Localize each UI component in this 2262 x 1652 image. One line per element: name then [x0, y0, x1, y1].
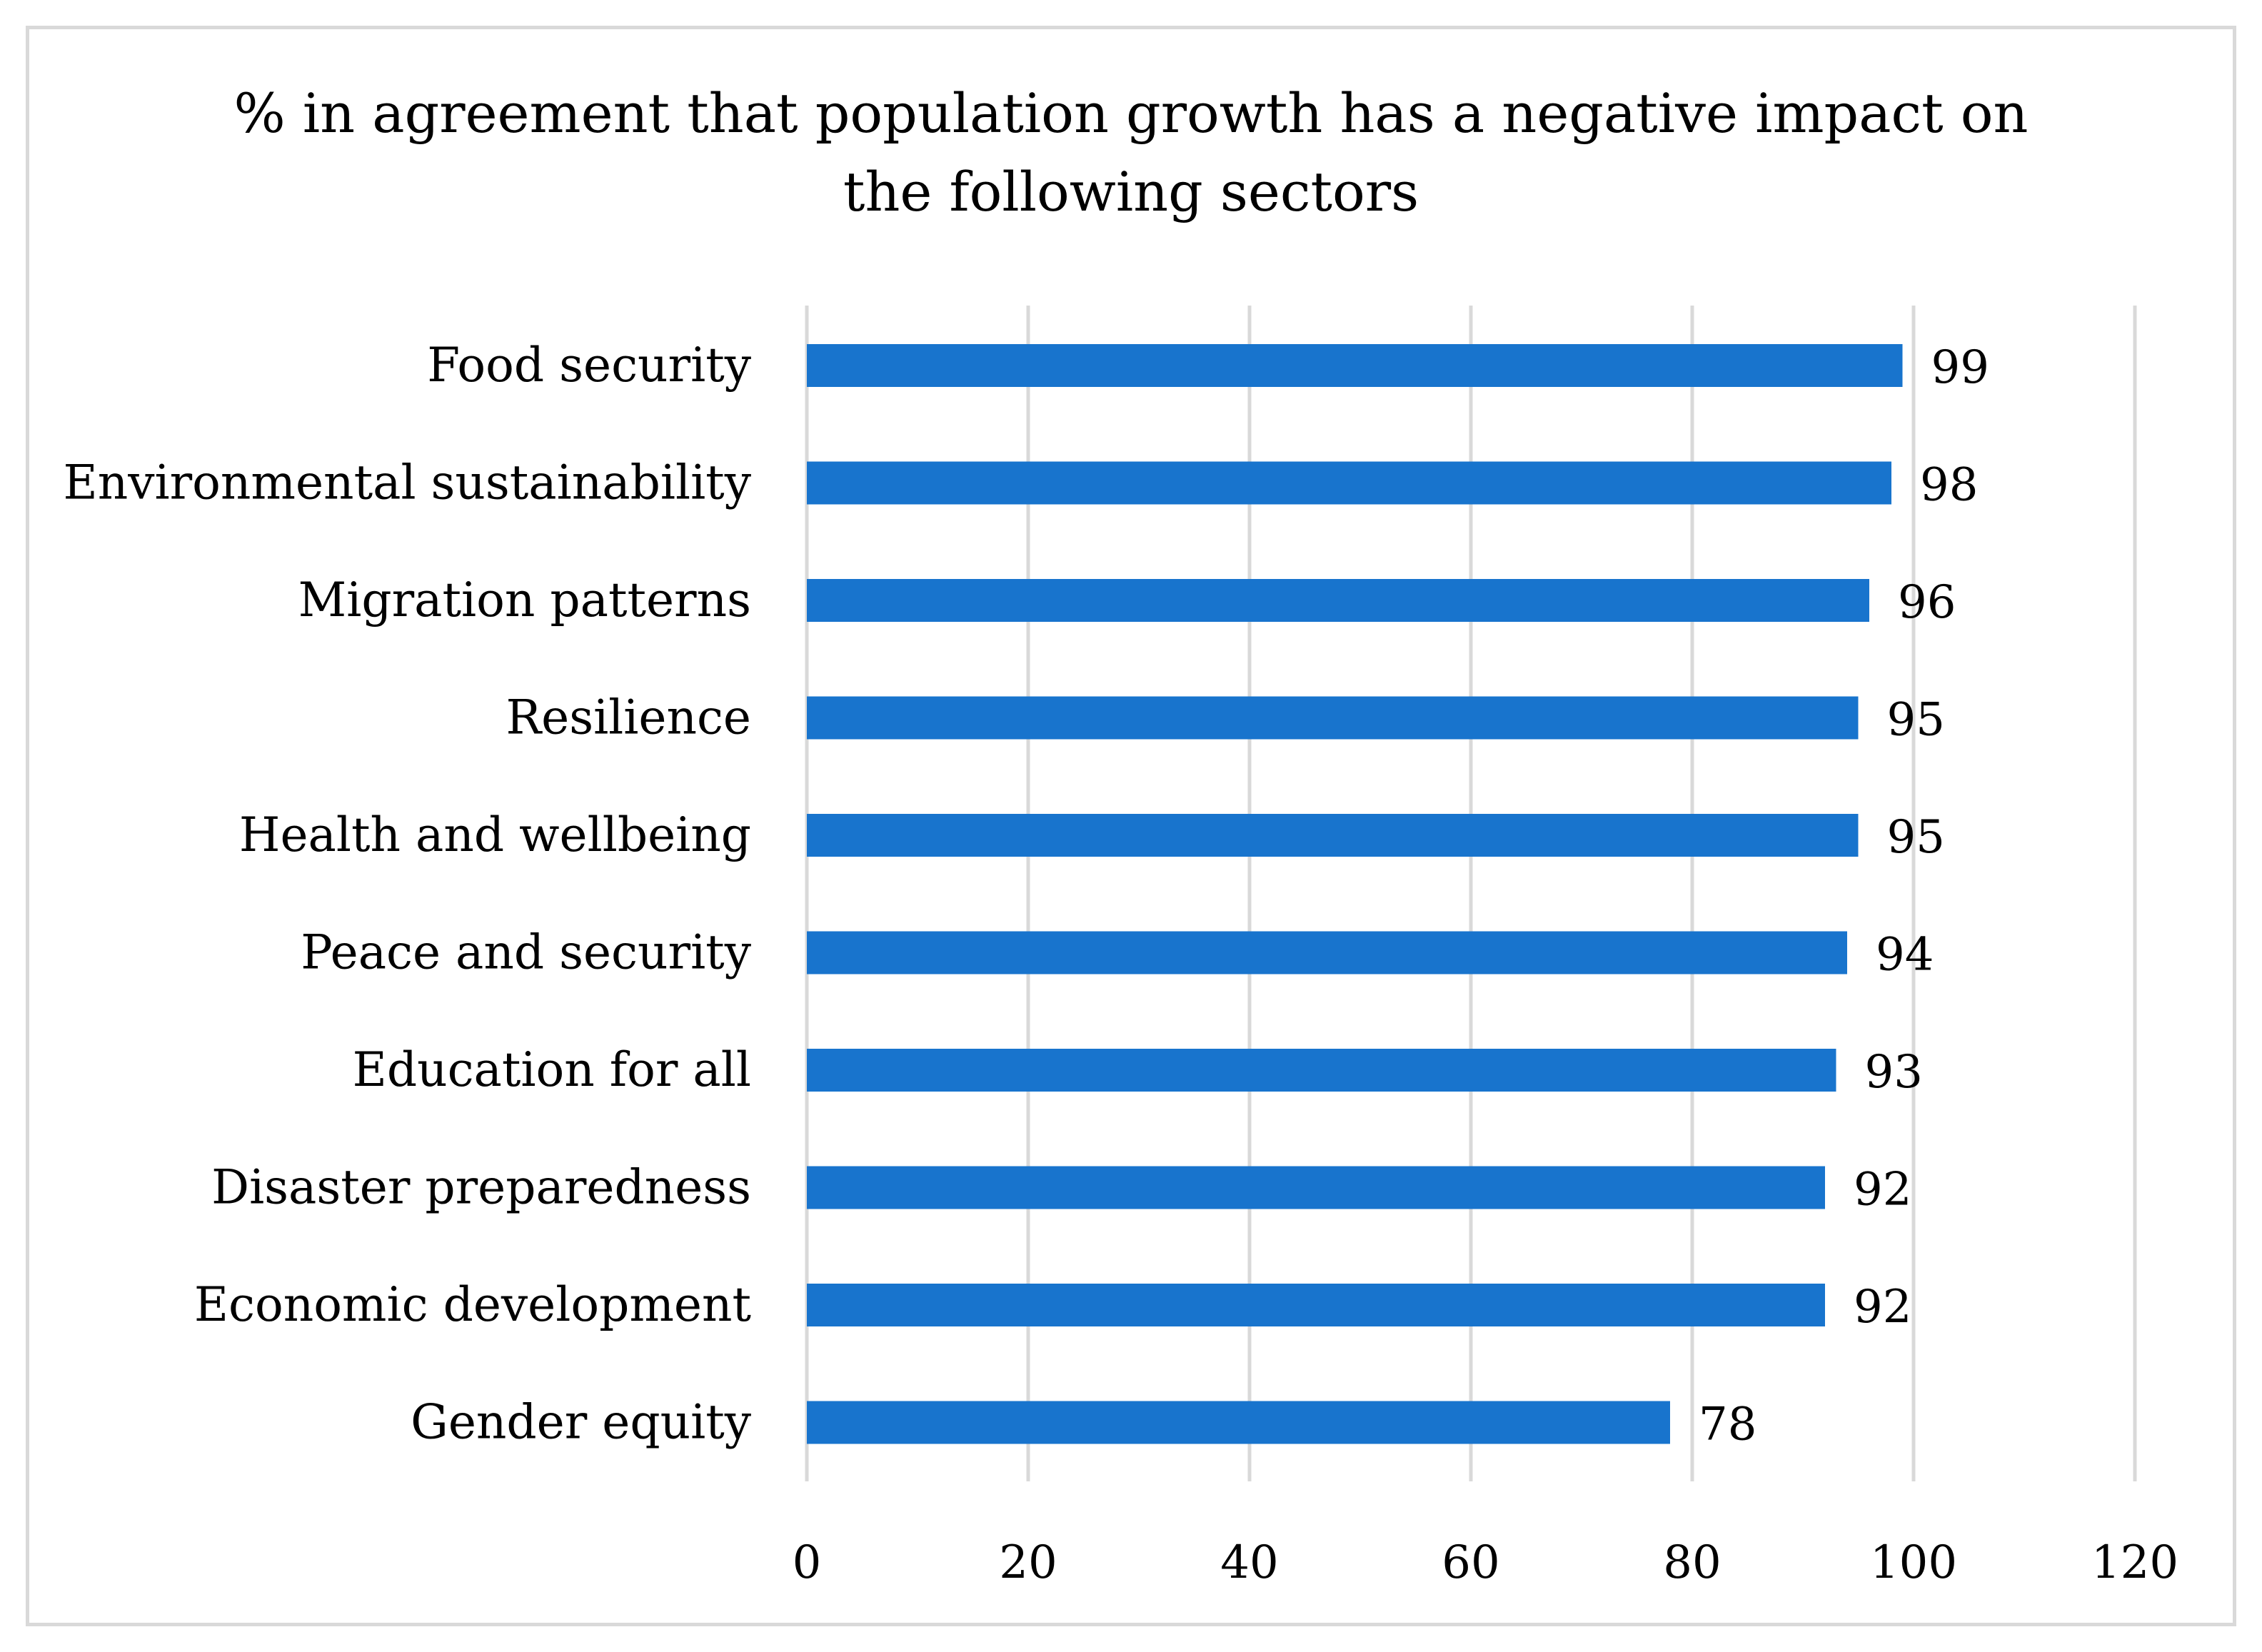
bar: [807, 344, 1903, 387]
bar: [807, 1166, 1825, 1209]
x-tick-label: 60: [1442, 1536, 1499, 1589]
category-label: Migration patterns: [298, 573, 751, 628]
data-label: 93: [1865, 1046, 1923, 1099]
data-label: 95: [1887, 694, 1945, 747]
bar: [807, 814, 1859, 857]
category-label: Resilience: [506, 690, 751, 745]
category-label: Economic development: [194, 1277, 751, 1332]
bar: [807, 1049, 1836, 1092]
data-label: 99: [1931, 341, 1989, 394]
category-label: Disaster preparedness: [211, 1160, 751, 1215]
category-label: Health and wellbeing: [239, 807, 751, 862]
data-label: 78: [1699, 1399, 1756, 1451]
x-tick-label: 20: [999, 1536, 1057, 1589]
data-label: 98: [1920, 459, 1978, 512]
bar: [807, 931, 1847, 974]
bars: [807, 344, 1903, 1444]
bar: [807, 461, 1891, 505]
category-label: Education for all: [353, 1042, 751, 1097]
bar: [807, 579, 1869, 622]
x-tick-label: 80: [1663, 1536, 1721, 1589]
data-label: 96: [1898, 576, 1956, 629]
data-label: 92: [1854, 1164, 1911, 1217]
category-label: Peace and security: [301, 925, 752, 980]
chart-title-line-2: the following sectors: [843, 160, 1419, 223]
data-labels: 99 98 96 95 95 94 93 92 92 78: [1699, 341, 1989, 1451]
bar: [807, 1284, 1825, 1326]
x-axis-tick-labels: 0 20 40 60 80 100 120: [793, 1536, 2178, 1589]
bar: [807, 1401, 1670, 1444]
data-label: 92: [1854, 1281, 1911, 1334]
data-label: 95: [1887, 811, 1945, 864]
x-tick-label: 120: [2091, 1536, 2178, 1589]
x-tick-label: 100: [1870, 1536, 1957, 1589]
x-tick-label: 40: [1220, 1536, 1278, 1589]
chart-title-line-1: % in agreement that population growth ha…: [234, 81, 2029, 145]
data-label: 94: [1876, 929, 1934, 982]
category-label: Environmental sustainability: [64, 455, 752, 510]
x-tick-label: 0: [793, 1536, 822, 1589]
category-label: Gender equity: [411, 1395, 752, 1450]
category-label: Food security: [427, 338, 751, 393]
bar: [807, 696, 1859, 740]
chart-title: % in agreement that population growth ha…: [234, 81, 2029, 223]
category-labels: Food security Environmental sustainabilit…: [64, 338, 752, 1450]
